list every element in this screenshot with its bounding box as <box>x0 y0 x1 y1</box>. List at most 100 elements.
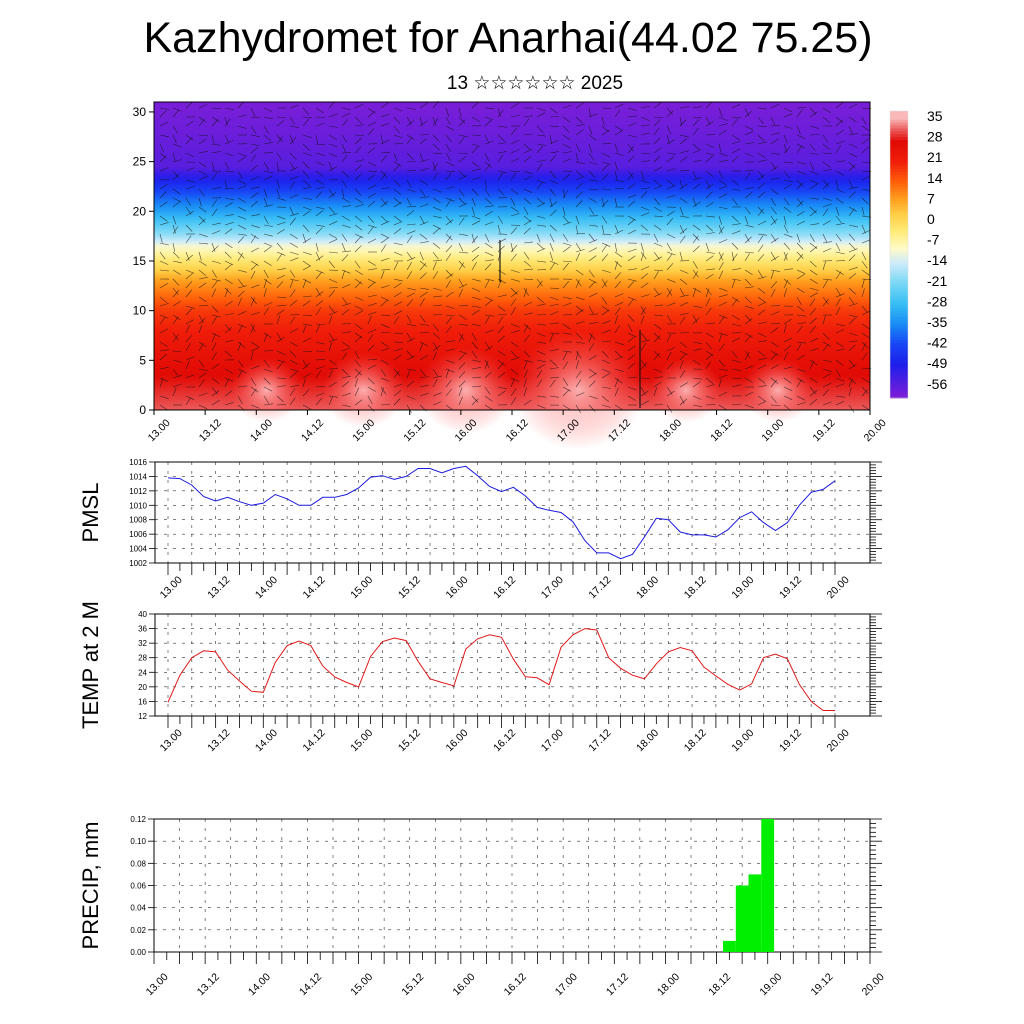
colorbar-segment <box>890 134 908 138</box>
wind-barb <box>822 296 829 305</box>
wind-barb <box>237 385 247 388</box>
wind-barb <box>172 375 182 379</box>
wind-barb <box>341 404 351 407</box>
wind-barb <box>731 253 738 262</box>
wind-barb <box>549 322 559 325</box>
wind-barb <box>159 283 168 289</box>
wind-barb <box>315 191 323 199</box>
wind-barb <box>653 387 658 397</box>
wind-barb <box>497 279 502 289</box>
wind-barb <box>406 257 416 262</box>
wind-barb <box>653 304 663 307</box>
wind-barb <box>237 101 245 109</box>
wind-barb <box>666 233 676 239</box>
wind-barb <box>562 143 572 149</box>
wind-barb <box>445 325 452 334</box>
wind-barb <box>185 224 193 232</box>
wind-barb <box>770 288 776 298</box>
wind-barb <box>835 348 845 352</box>
wind-barb <box>393 107 403 112</box>
wind-barb <box>484 242 493 249</box>
wind-barb <box>822 315 826 325</box>
wind-barb <box>302 378 306 388</box>
wind-barb <box>341 381 350 388</box>
wind-barb <box>380 331 390 334</box>
wind-barb <box>666 314 673 323</box>
colorbar-label: -21 <box>927 273 947 289</box>
x-tick-label: 18.12 <box>706 971 733 998</box>
wind-barb <box>653 119 661 127</box>
wind-barb <box>432 401 442 406</box>
wind-barb <box>354 336 363 343</box>
wind-barb <box>705 183 714 190</box>
wind-barb <box>341 233 348 242</box>
wind-barb <box>822 343 829 352</box>
wind-barb <box>289 341 298 347</box>
wind-barb <box>718 359 726 367</box>
wind-barb <box>341 170 349 178</box>
wind-barb <box>523 219 532 226</box>
wind-barb <box>302 197 312 200</box>
wind-barb <box>237 185 247 190</box>
colorbar-segment <box>890 270 908 274</box>
wind-barb <box>692 224 701 231</box>
wind-barb <box>510 127 518 136</box>
wind-barb <box>588 224 598 227</box>
wind-barb <box>250 143 260 147</box>
wind-barb <box>289 161 295 170</box>
wind-barb <box>718 185 728 190</box>
wind-barb <box>861 197 869 205</box>
wind-barb <box>666 218 674 226</box>
wind-barb <box>263 278 272 285</box>
wind-barb <box>159 316 166 325</box>
wind-barb <box>315 323 325 326</box>
wind-barb <box>614 302 624 307</box>
wind-barb <box>276 229 285 235</box>
wind-barb <box>757 400 767 406</box>
wind-barb <box>250 324 255 334</box>
wind-barb <box>471 341 478 350</box>
wind-barb <box>536 143 546 146</box>
wind-barb <box>861 352 868 361</box>
wind-barb <box>458 333 464 343</box>
wind-barb <box>653 102 662 109</box>
wind-barb <box>263 246 272 253</box>
y-tick-label: 20 <box>133 204 147 218</box>
wind-barb <box>471 188 479 196</box>
wind-barb <box>783 395 793 400</box>
wind-barb <box>250 377 257 386</box>
wind-barb <box>172 215 177 225</box>
wind-barb <box>393 390 402 397</box>
wind-barb <box>302 143 310 151</box>
wind-barb <box>601 340 611 343</box>
wind-barb <box>432 314 443 316</box>
x-tick-label: 17.00 <box>539 727 566 754</box>
wind-barb <box>640 224 649 232</box>
wind-barb <box>302 118 310 127</box>
wind-barb <box>575 200 583 208</box>
wind-barb <box>770 379 777 388</box>
wind-barb <box>575 341 585 344</box>
wind-barb <box>237 278 244 287</box>
wind-barb <box>835 368 841 378</box>
wind-barb <box>627 143 634 152</box>
wind-barb <box>315 291 324 298</box>
wind-barb <box>250 107 256 117</box>
wind-barb <box>276 296 287 299</box>
wind-barb <box>458 314 467 320</box>
wind-barb <box>393 282 402 289</box>
wind-barb <box>770 322 781 325</box>
wind-barb <box>211 316 218 325</box>
wind-barb <box>367 174 376 181</box>
colorbar-segment <box>890 253 908 257</box>
wind-barb <box>549 209 557 217</box>
wind-barb <box>263 188 268 198</box>
wind-barb <box>575 191 583 199</box>
wind-barb <box>601 200 609 208</box>
wind-barb <box>289 213 299 217</box>
wind-barb <box>770 395 777 404</box>
x-tick-label: 13.00 <box>158 727 185 754</box>
y-axis-title: TEMP at 2 M <box>78 601 103 729</box>
wind-barb <box>679 206 684 216</box>
